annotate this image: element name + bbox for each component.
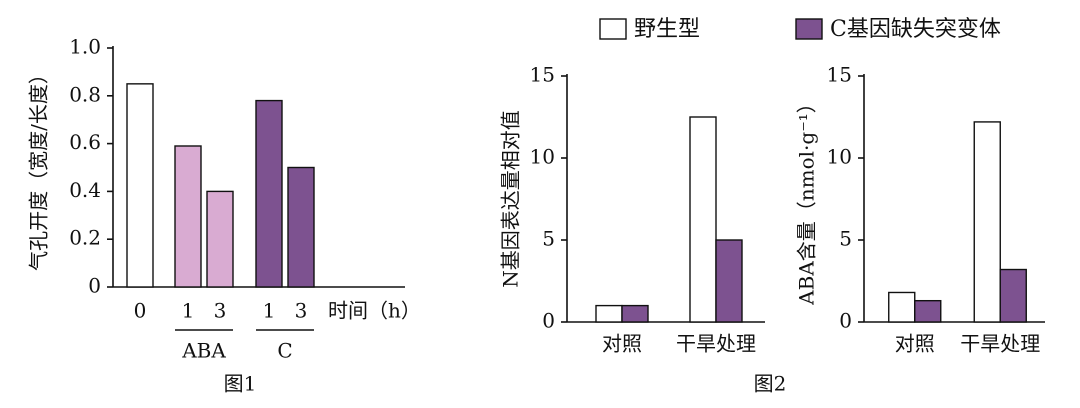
y-tick-label: 5 <box>542 227 555 251</box>
x-tick-label: 对照 <box>602 332 642 356</box>
y-tick-label: 10 <box>530 145 555 169</box>
legend-swatch <box>795 18 823 40</box>
caption: 图1 <box>224 372 257 396</box>
group-label: ABA <box>181 339 226 363</box>
y-tick-label: 0.4 <box>69 178 101 202</box>
bar <box>689 116 717 323</box>
bar <box>287 166 315 288</box>
y-axis-label: ABA含量（nmol·g⁻¹） <box>795 93 819 306</box>
x-tick-label: 3 <box>214 299 227 323</box>
bar <box>888 291 916 323</box>
bar <box>255 99 283 288</box>
x-tick-label: 干旱处理 <box>676 332 756 356</box>
y-tick-label: 0 <box>839 309 852 333</box>
x-tick-label: 1 <box>263 299 276 323</box>
y-tick-label: 0 <box>88 274 101 298</box>
x-tick-label: 3 <box>295 299 308 323</box>
bar <box>174 145 202 288</box>
bar <box>914 299 942 323</box>
bar <box>973 121 1001 323</box>
y-tick-label: 5 <box>839 227 852 251</box>
y-tick-label: 0 <box>542 309 555 333</box>
bar <box>621 304 649 323</box>
x-axis-label: 时间（h） <box>328 299 421 323</box>
legend-swatch <box>599 18 627 40</box>
y-axis-label: N基因表达量相对值 <box>499 110 523 288</box>
y-tick-label: 10 <box>827 145 852 169</box>
bar <box>206 190 234 288</box>
bar <box>999 268 1027 323</box>
x-tick-label: 干旱处理 <box>960 332 1040 356</box>
x-tick-label: 0 <box>134 299 147 323</box>
x-tick-label: 1 <box>182 299 195 323</box>
y-axis-label: 气孔开度（宽度/长度） <box>27 64 51 271</box>
y-tick-label: 15 <box>827 63 852 87</box>
y-tick-label: 0.2 <box>69 226 101 250</box>
group-label: C <box>277 339 292 363</box>
y-tick-label: 0.8 <box>69 82 101 106</box>
caption: 图2 <box>754 372 787 396</box>
bar <box>715 239 743 323</box>
x-tick-label: 对照 <box>895 332 935 356</box>
legend-label: 野生型 <box>634 17 700 42</box>
bar <box>595 304 623 323</box>
y-tick-label: 1.0 <box>69 35 101 59</box>
y-tick-label: 0.6 <box>69 130 101 154</box>
y-tick-label: 15 <box>530 63 555 87</box>
bar <box>126 83 154 288</box>
legend-label: C基因缺失突变体 <box>830 17 1001 42</box>
